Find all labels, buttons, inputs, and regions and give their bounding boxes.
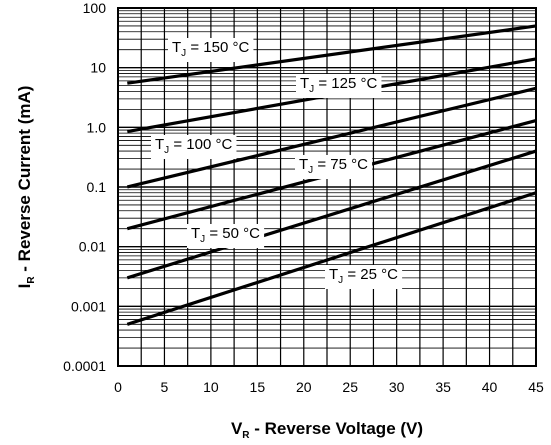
y-tick-label: 10	[90, 60, 106, 76]
series-label-bg	[168, 38, 254, 62]
plot-frame	[117, 7, 537, 367]
x-tick-label: 25	[342, 379, 358, 395]
series-label-bg	[296, 74, 382, 98]
x-tick-label: 15	[250, 379, 266, 395]
series-label-text: TJ = 75 °C	[299, 156, 368, 176]
series-label-text: TJ = 150 °C	[172, 39, 249, 59]
x-axis-title: VR - Reverse Voltage (V)	[231, 419, 423, 441]
series-label-bg	[295, 155, 373, 179]
x-tick-label: 0	[114, 379, 122, 395]
series-line	[126, 191, 537, 326]
x-tick-label: 45	[528, 379, 544, 395]
y-tick-label: 0.001	[71, 298, 106, 314]
series-label: TJ = 100 °C	[151, 135, 237, 159]
x-tick-label: 5	[161, 379, 169, 395]
series-label-text: TJ = 125 °C	[300, 75, 377, 95]
series-label-text: TJ = 25 °C	[329, 266, 398, 286]
series-labels: TJ = 150 °C TJ = 125 °C TJ = 100 °C TJ = 75…	[151, 38, 403, 289]
y-tick-labels: 0.0001 0.001 0.01 0.1 1.0 10 100	[63, 0, 106, 374]
series-label-text: TJ = 50 °C	[191, 225, 260, 245]
series-label: TJ = 25 °C	[325, 265, 403, 289]
x-tick-label: 10	[203, 379, 219, 395]
series-line	[127, 24, 537, 85]
series-label-text: TJ = 100 °C	[155, 136, 232, 156]
series-label: TJ = 50 °C	[187, 224, 265, 248]
x-tick-labels: 0 5 10 15 20 25 30 35 40 45	[114, 379, 544, 395]
series-label-bg	[325, 265, 403, 289]
series-label: TJ = 125 °C	[296, 74, 382, 98]
x-tick-label: 20	[296, 379, 312, 395]
series-label-bg	[187, 224, 265, 248]
y-tick-label: 0.0001	[63, 358, 106, 374]
y-tick-label: 0.1	[87, 179, 107, 195]
x-tick-label: 40	[482, 379, 498, 395]
y-tick-label: 100	[83, 0, 107, 16]
x-tick-label: 35	[435, 379, 451, 395]
y-tick-label: 1.0	[87, 119, 107, 135]
y-axis-title: IR - Reverse Current (mA)	[15, 86, 37, 289]
series-label: TJ = 75 °C	[295, 155, 373, 179]
series-label: TJ = 150 °C	[168, 38, 254, 62]
series-line	[126, 149, 537, 280]
series-label-bg	[151, 135, 237, 159]
series-line	[126, 86, 537, 189]
x-tick-label: 30	[389, 379, 405, 395]
y-tick-label: 0.01	[79, 239, 106, 255]
